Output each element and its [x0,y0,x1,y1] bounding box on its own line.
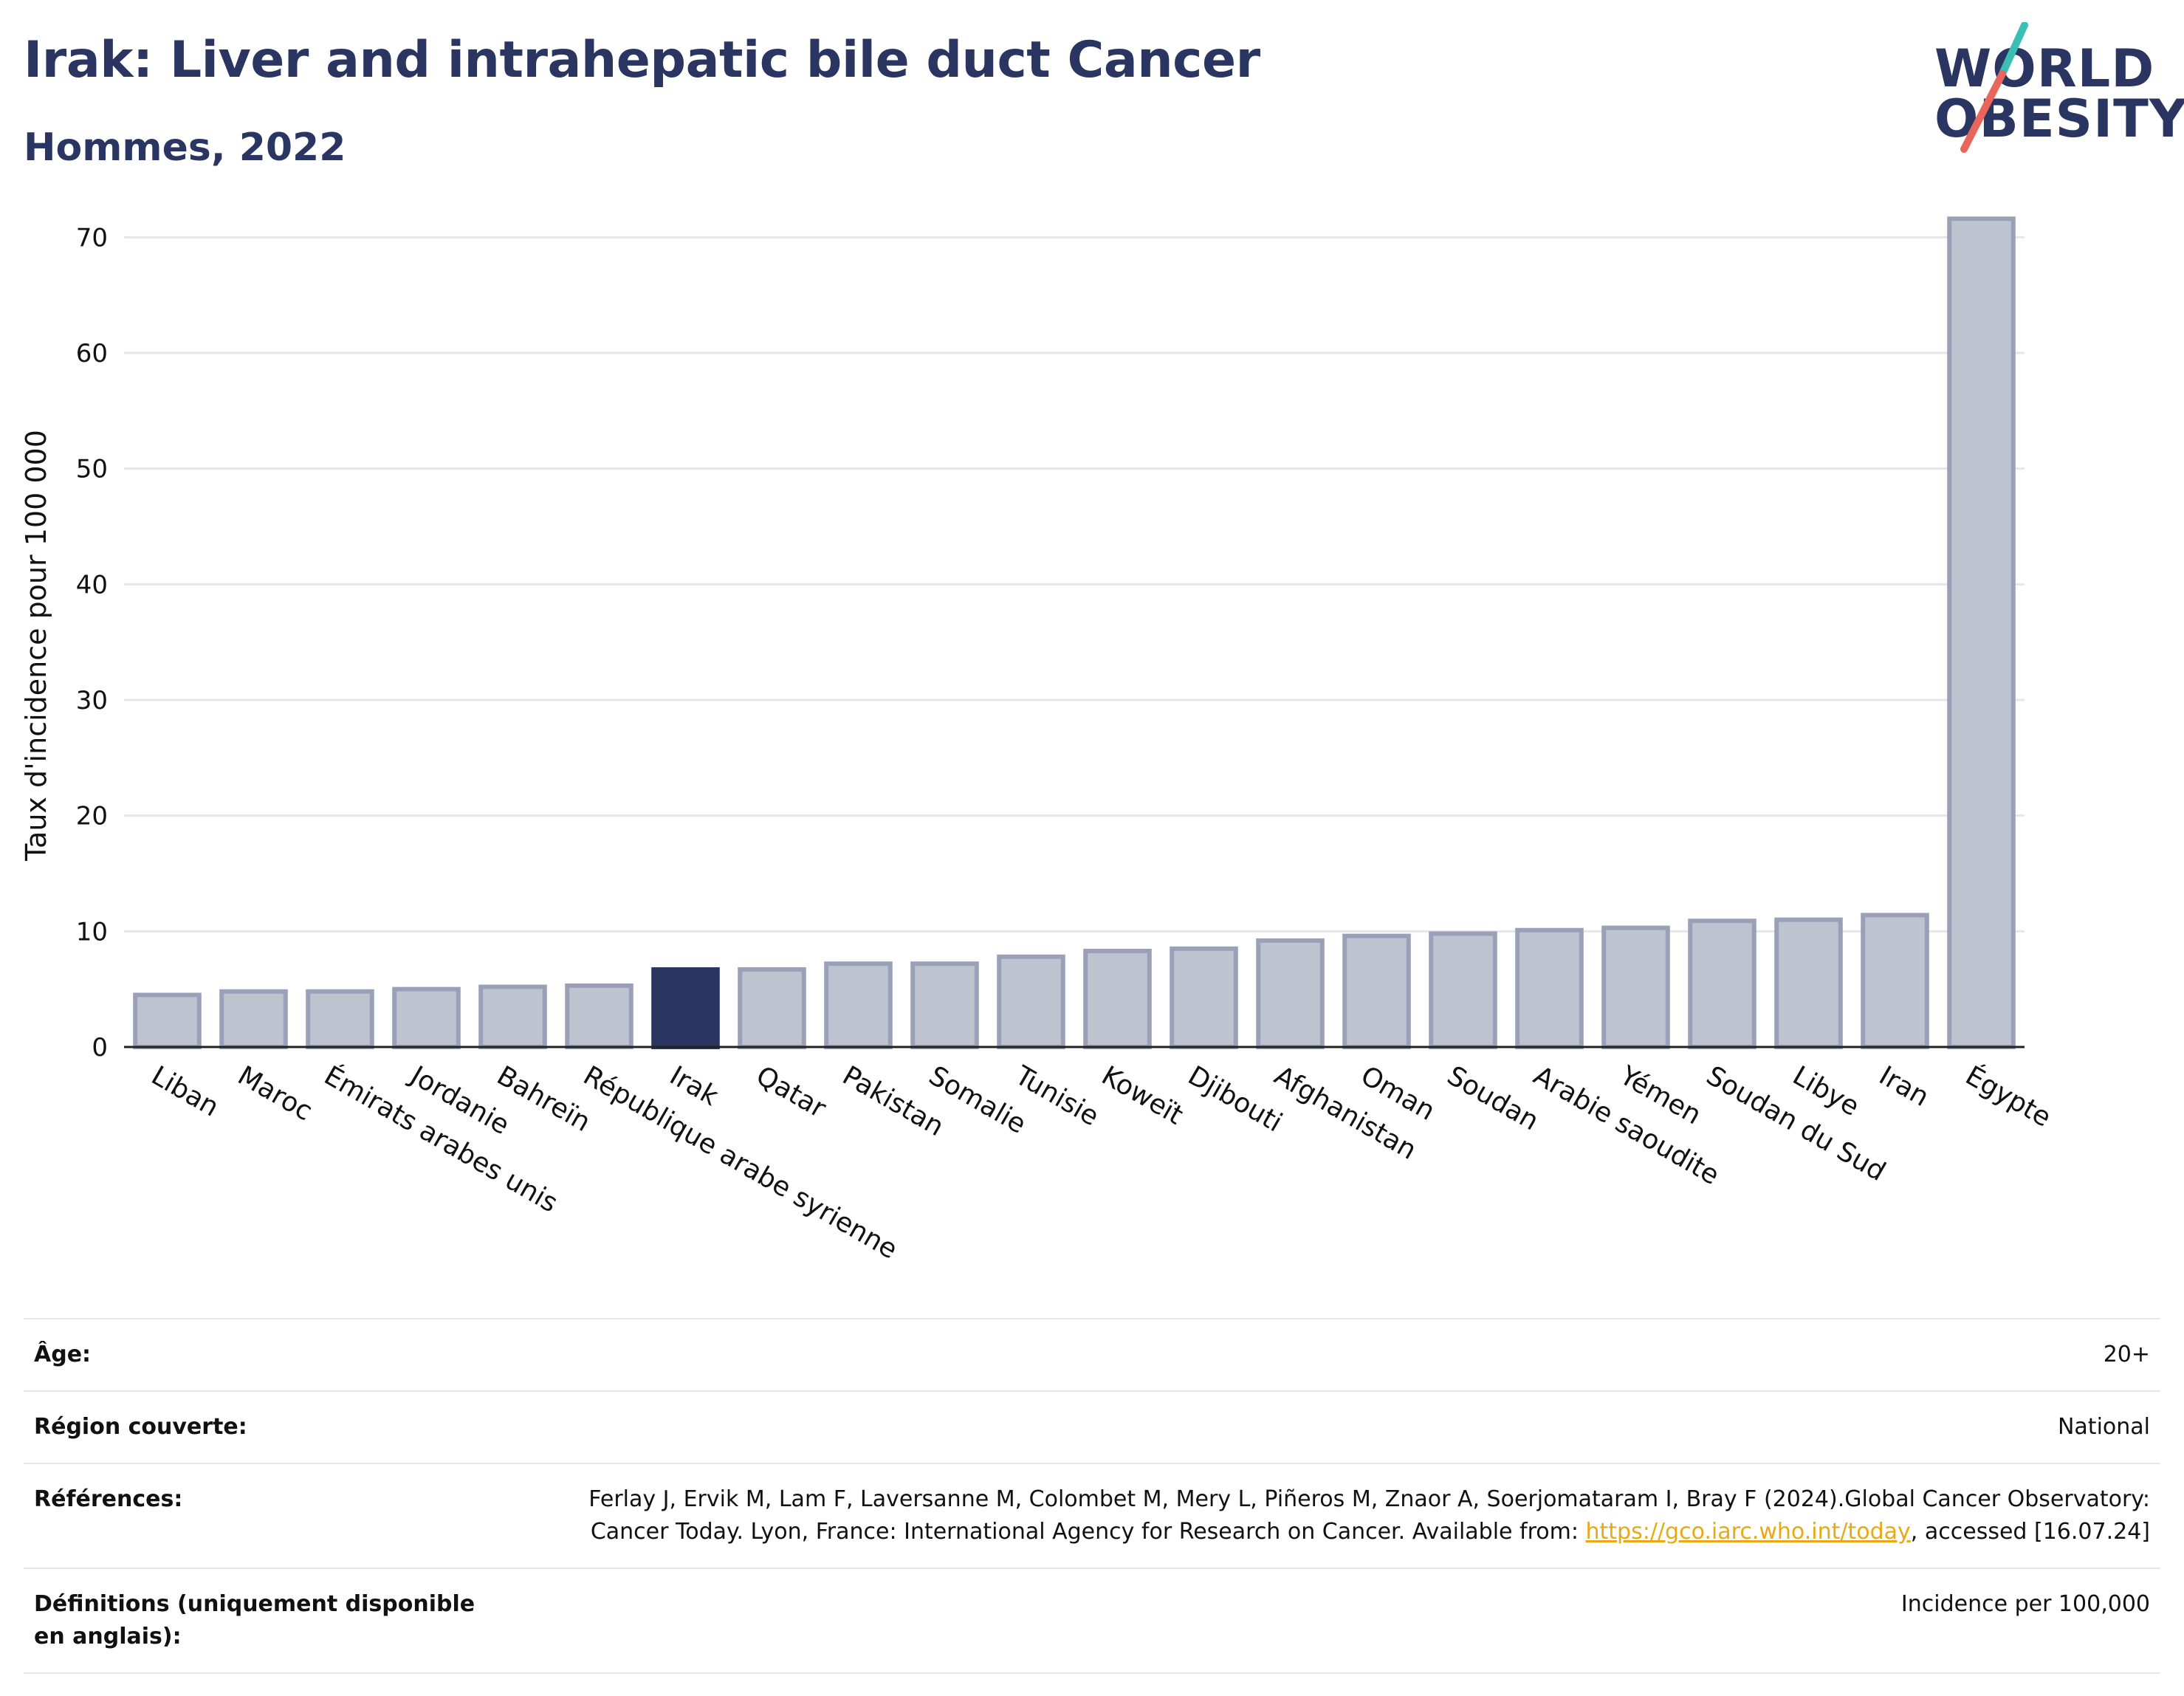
info-row-region: Région couverte: National [24,1390,2160,1463]
bar [1515,927,1584,1050]
info-row-age: Âge: 20+ [24,1318,2160,1391]
y-axis-ticks: 0 10 20 30 40 50 60 70 [76,223,108,1062]
bar [392,986,461,1049]
bar [133,992,202,1049]
bar [1170,946,1238,1050]
y-tick-label: 0 [92,1033,108,1062]
bar [565,983,633,1050]
age-value: 20+ [517,1318,2160,1391]
bar [1342,933,1411,1049]
bar [1256,938,1325,1050]
bar [219,989,288,1050]
bar [1861,913,1929,1050]
x-tick-label: Djibouti [1183,1060,1287,1138]
bar [910,961,979,1049]
gridlines [124,236,2025,933]
bar [306,989,374,1050]
x-tick-label: Liban [146,1060,224,1122]
bar [1774,917,1843,1049]
references-link[interactable]: https://gco.iarc.who.int/today [1585,1519,1911,1545]
references-label: Références: [24,1463,517,1568]
bar-chart: 0 10 20 30 40 50 60 70 Liban Maroc Émirats arabes… [20,216,2056,1266]
bar [997,954,1065,1050]
bar [1688,919,1757,1049]
bar [824,961,893,1049]
references-accessed: , accessed [16.07.24] [1910,1519,2150,1545]
y-axis-title: Taux d'incidence pour 100 000 [20,430,52,862]
y-tick-label: 30 [76,686,108,715]
x-tick-label: Soudan [1442,1060,1544,1136]
bar [1083,948,1152,1050]
y-tick-label: 40 [76,570,108,600]
definitions-label: Définitions (uniquement disponible en an… [24,1568,517,1674]
x-tick-label: Qatar [751,1060,831,1124]
x-tick-label: Koweït [1096,1060,1188,1130]
bars [133,216,2016,1050]
bar [651,967,720,1049]
x-tick-label: Maroc [233,1060,317,1127]
age-label: Âge: [24,1318,517,1391]
bar [1429,931,1497,1050]
info-row-references: Références: Ferlay J, Ervik M, Lam F, La… [24,1463,2160,1568]
bar [1601,925,1670,1049]
y-tick-label: 20 [76,802,108,831]
y-tick-label: 70 [76,223,108,253]
x-tick-label: Égypte [1960,1060,2056,1133]
info-row-definitions: Définitions (uniquement disponible en an… [24,1568,2160,1674]
y-tick-label: 60 [76,339,108,368]
bar [1947,216,2016,1049]
references-text: Ferlay J, Ervik M, Lam F, Laversanne M, … [588,1486,2150,1545]
logo-slash-icon [1960,22,2028,153]
definitions-value: Incidence per 100,000 [517,1568,2160,1674]
x-tick-label: Irak [665,1060,724,1112]
references-value: Ferlay J, Ervik M, Lam F, Laversanne M, … [517,1463,2160,1568]
world-obesity-logo: WORLD OBESITY [1920,22,2184,155]
y-tick-label: 50 [76,455,108,484]
x-tick-label: Iran [1874,1060,1934,1113]
bar [478,984,547,1049]
chart-subtitle: Hommes, 2022 [24,126,346,170]
bar [738,967,806,1049]
region-value: National [517,1390,2160,1463]
info-table: Âge: 20+ Région couverte: National Référ… [24,1318,2160,1674]
logo-word-world: WORLD [1934,38,2155,99]
region-label: Région couverte: [24,1390,517,1463]
chart-title: Irak: Liver and intrahepatic bile duct C… [24,31,1260,89]
y-tick-label: 10 [76,917,108,947]
x-axis-labels: Liban Maroc Émirats arabes unisJordanieBah… [146,1060,2056,1265]
